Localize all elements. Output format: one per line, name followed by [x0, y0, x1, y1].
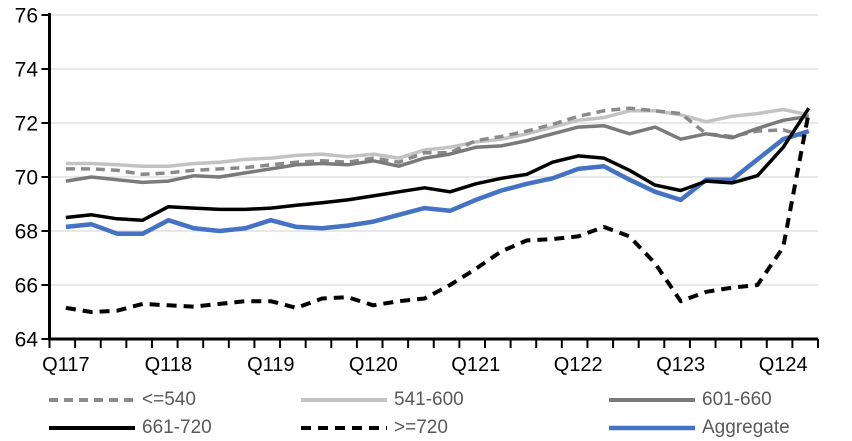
series-ge720-line — [65, 111, 811, 314]
legend-swatch-ge720 — [301, 426, 387, 430]
x-tick-label: Q119 — [247, 354, 294, 376]
legend-swatch-s601to660 — [609, 398, 695, 402]
legend-label-s541to600: 541-600 — [394, 389, 464, 410]
legend-label-le540: <=540 — [142, 389, 196, 410]
y-tick-label: 76 — [15, 5, 38, 28]
legend-label-ge720: >=720 — [394, 417, 448, 438]
y-tick-label: 70 — [15, 167, 38, 190]
legend-swatch-s661to720 — [49, 426, 135, 430]
y-tick-label: 74 — [15, 59, 39, 82]
legend-swatch-s541to600 — [301, 398, 387, 402]
series-s661to720-line — [65, 107, 811, 222]
x-tick-label: Q121 — [451, 354, 500, 376]
series-s601to660-line — [65, 114, 810, 185]
legend-label-s661to720: 661-720 — [142, 417, 212, 438]
x-tick-label: Q117 — [42, 354, 89, 376]
series-s541to600-line — [65, 107, 810, 168]
x-tick-label: Q118 — [145, 354, 192, 376]
legend-item-le540[interactable]: <=540 — [48, 387, 196, 413]
series-aggregate-line — [65, 128, 810, 236]
legend-item-s541to600[interactable]: 541-600 — [300, 387, 464, 413]
x-tick-label: Q120 — [349, 354, 398, 376]
x-tick-label: Q122 — [554, 354, 603, 376]
legend-swatch-le540 — [49, 398, 135, 402]
legend-swatch-aggregate — [609, 425, 695, 431]
series-le540-line — [65, 106, 810, 177]
y-tick-label: 72 — [15, 113, 38, 136]
legend-item-s601to660[interactable]: 601-660 — [608, 387, 772, 413]
x-tick-label: Q123 — [656, 354, 705, 376]
legend-item-aggregate[interactable]: Aggregate — [608, 415, 790, 441]
chart-canvas: 64 66 68 70 72 74 76 Q117 Q118 Q119 Q120 Q121 Q122 Q1… — [15, 5, 819, 376]
y-tick-label: 68 — [15, 221, 38, 244]
legend-label-s601to660: 601-660 — [702, 389, 772, 410]
legend-label-aggregate: Aggregate — [702, 417, 790, 438]
y-tick-label: 64 — [15, 329, 39, 352]
x-tick-label: Q124 — [759, 354, 808, 376]
legend-item-s661to720[interactable]: 661-720 — [48, 415, 212, 441]
y-tick-label: 66 — [15, 275, 38, 298]
legend-item-ge720[interactable]: >=720 — [300, 415, 448, 441]
